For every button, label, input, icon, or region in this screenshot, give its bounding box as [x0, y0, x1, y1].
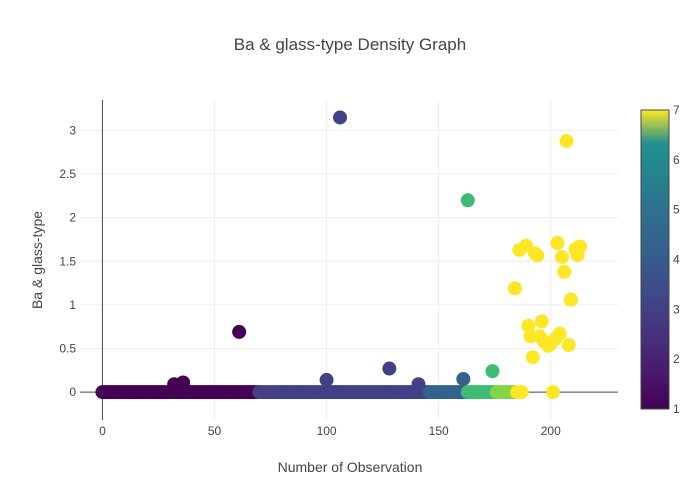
colorbar-tick-label: 5 [673, 203, 680, 217]
scatter-points [95, 110, 587, 400]
scatter-point [534, 314, 549, 329]
y-tick-label: 2.5 [59, 167, 76, 181]
scatter-point [460, 193, 475, 208]
scatter-point [559, 133, 574, 148]
colorbar-tick-label: 3 [673, 302, 680, 316]
scatter-point [521, 318, 536, 333]
scatter-point [333, 110, 348, 125]
scatter-point [507, 281, 522, 296]
y-tick-label: 0 [69, 385, 76, 399]
scatter-point [411, 377, 426, 392]
scatter-point [176, 375, 191, 390]
scatter-point [514, 385, 529, 400]
scatter-point [456, 372, 471, 387]
scatter-point [232, 324, 247, 339]
colorbar: 1 2 3 4 5 6 7 [640, 103, 680, 416]
x-axis-title: Number of Observation [278, 459, 423, 475]
scatter-point [563, 292, 578, 307]
colorbar-tick-label: 2 [673, 352, 680, 366]
scatter-point [530, 248, 545, 263]
chart-title: Ba & glass-type Density Graph [234, 35, 466, 54]
x-tick-label: 50 [208, 424, 222, 438]
y-tick-label: 0.5 [59, 342, 76, 356]
x-tick-label: 100 [317, 424, 337, 438]
scatter-point [319, 372, 334, 387]
scatter-point [552, 326, 567, 341]
tick-labels: 0 50 100 150 200 0 0.5 1 1.5 2 2.5 3 [59, 124, 561, 438]
colorbar-tick-label: 6 [673, 153, 680, 167]
scatter-point [554, 249, 569, 264]
colorbar-tick-label: 7 [673, 103, 680, 117]
y-axis-title: Ba & glass-type [29, 211, 45, 309]
scatter-point [525, 350, 540, 365]
y-tick-label: 1.5 [59, 254, 76, 268]
colorbar-tick-label: 1 [673, 402, 680, 416]
y-tick-label: 3 [69, 124, 76, 138]
y-tick-label: 2 [69, 211, 76, 225]
scatter-point [545, 385, 560, 400]
colorbar-gradient [640, 109, 670, 410]
scatter-point [382, 361, 397, 376]
x-tick-label: 0 [99, 424, 106, 438]
scatter-point [572, 239, 587, 254]
scatter-point [550, 235, 565, 250]
colorbar-tick-label: 4 [673, 253, 680, 267]
scatter-point [485, 364, 500, 379]
x-tick-label: 150 [429, 424, 449, 438]
scatter-point [561, 338, 576, 353]
x-tick-label: 200 [541, 424, 561, 438]
grid [80, 100, 618, 420]
y-tick-label: 1 [69, 298, 76, 312]
scatter-point [557, 264, 572, 279]
